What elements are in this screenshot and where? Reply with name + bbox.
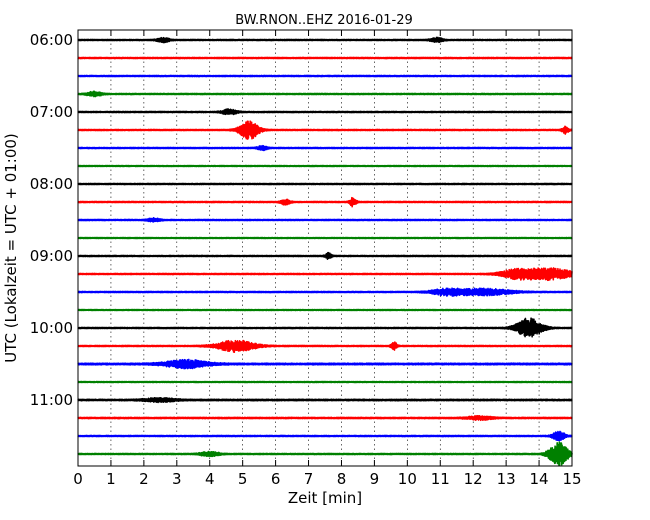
x-tick-label: 0: [73, 470, 83, 488]
trace-layer: [77, 36, 573, 467]
chart-title: BW.RNON..EHZ 2016-01-29: [235, 13, 413, 28]
trace-1045: [77, 380, 573, 384]
y-tick-label: 08:00: [30, 175, 73, 193]
y-tick-label: 06:00: [30, 31, 73, 49]
x-axis-label: Zeit [min]: [288, 489, 362, 507]
x-tick-label: 4: [205, 470, 215, 488]
y-tick-label: 10:00: [30, 319, 73, 337]
x-tick-label: 9: [370, 470, 380, 488]
trace-1100: [77, 396, 573, 404]
x-axis: 0 1 2 3 4 5 6 7 8 9 10 11 12 13 14 15: [73, 30, 582, 488]
trace-0715: [77, 120, 573, 140]
y-axis: 06:00 07:00 08:00 09:00 10:00 11:00: [30, 31, 572, 409]
trace-0645: [77, 90, 573, 98]
plot-area-frame: [77, 29, 573, 467]
trace-1030: [77, 358, 573, 370]
x-tick-label: 11: [431, 470, 450, 488]
trace-0615: [77, 56, 573, 60]
y-axis-label: UTC (Lokalzeit = UTC + 01:00): [2, 133, 20, 363]
x-tick-label: 15: [562, 470, 581, 488]
trace-0745: [77, 164, 573, 168]
x-tick-label: 7: [304, 470, 314, 488]
x-tick-label: 2: [139, 470, 149, 488]
x-tick-label: 6: [271, 470, 281, 488]
x-tick-label: 14: [530, 470, 549, 488]
trace-1115: [77, 414, 573, 422]
trace-1145: [77, 441, 573, 467]
trace-0800: [77, 182, 573, 186]
trace-0945: [77, 308, 573, 312]
x-tick-label: 1: [106, 470, 116, 488]
trace-0845: [77, 236, 573, 240]
x-tick-label: 3: [172, 470, 182, 488]
trace-0630: [77, 74, 573, 78]
x-tick-label: 8: [337, 470, 347, 488]
x-tick-label: 12: [464, 470, 483, 488]
y-tick-label: 09:00: [30, 247, 73, 265]
trace-0700: [77, 108, 573, 116]
x-tick-label: 13: [497, 470, 516, 488]
trace-0915: [77, 267, 573, 282]
trace-0900: [77, 251, 573, 260]
trace-1015: [77, 339, 573, 354]
x-tick-label: 5: [238, 470, 248, 488]
trace-0815: [77, 196, 573, 208]
y-tick-label: 11:00: [30, 391, 73, 409]
x-tick-label: 10: [398, 470, 417, 488]
trace-0830: [77, 217, 573, 223]
trace-0930: [77, 287, 573, 297]
y-tick-label: 07:00: [30, 103, 73, 121]
trace-1130: [77, 430, 573, 442]
trace-1000: [77, 317, 573, 338]
trace-0730: [77, 144, 573, 152]
trace-0600: [77, 36, 573, 44]
